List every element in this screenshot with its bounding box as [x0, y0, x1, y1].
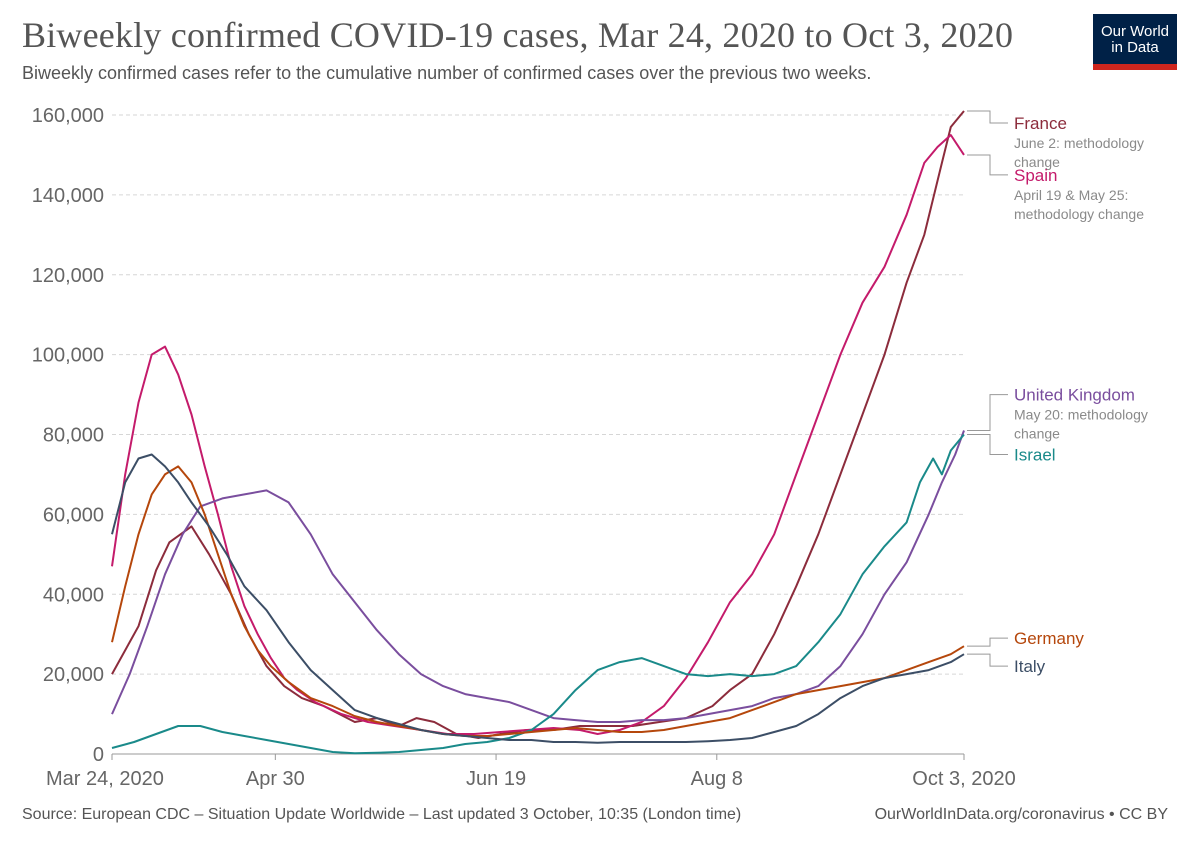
legend-connector-italy [967, 653, 1008, 667]
y-tick-label: 40,000 [43, 584, 104, 606]
legend-note-france: June 2: methodology [1014, 135, 1144, 151]
y-tick-label: 60,000 [43, 504, 104, 526]
y-tick-label: 120,000 [32, 265, 104, 287]
legend-label-spain[interactable]: Spain [1014, 166, 1057, 185]
legend-label-france[interactable]: France [1014, 114, 1067, 133]
series-line-france[interactable] [111, 110, 965, 739]
legend-note-spain: April 19 & May 25: [1014, 187, 1128, 203]
legend-label-italy[interactable]: Italy [1014, 657, 1046, 676]
y-tick-label: 100,000 [32, 345, 104, 367]
legend-connector-united-kingdom [967, 394, 1008, 432]
license-credit[interactable]: OurWorldInData.org/coronavirus • CC BY [874, 806, 1168, 823]
legend-connector-germany [967, 637, 1008, 647]
x-tick-label: Mar 24, 2020 [46, 768, 164, 790]
logo-line-2: in Data [1111, 39, 1159, 56]
series-line-israel[interactable] [111, 433, 965, 755]
source-note: Source: European CDC – Situation Update … [22, 806, 742, 823]
y-tick-label: 140,000 [32, 185, 104, 207]
x-tick-label: Jun 19 [466, 768, 526, 790]
legend-label-united-kingdom[interactable]: United Kingdom [1014, 386, 1135, 405]
legend-label-germany[interactable]: Germany [1014, 629, 1084, 648]
legend-connector-spain [967, 154, 1008, 176]
legend-connector-israel [967, 434, 1008, 455]
line-chart: 0 20,000 40,000 60,000 80,000 100,000 120,000 1… [32, 105, 1148, 790]
legend-note-france: change [1014, 154, 1060, 170]
legend-note-united-kingdom: change [1014, 426, 1060, 442]
y-tick-label: 0 [93, 744, 104, 766]
x-tick-label: Oct 3, 2020 [912, 768, 1015, 790]
legend-connector-france [967, 110, 1008, 124]
legend-note-spain: methodology change [1014, 206, 1144, 222]
y-tick-label: 80,000 [43, 425, 104, 447]
series-line-united-kingdom[interactable] [111, 430, 965, 723]
chart-title: Biweekly confirmed COVID-19 cases, Mar 2… [22, 15, 1014, 55]
legend-note-united-kingdom: May 20: methodology [1014, 407, 1148, 423]
series-line-spain[interactable] [111, 134, 965, 735]
logo-line-1: Our World [1100, 23, 1170, 40]
series-line-germany[interactable] [111, 465, 965, 737]
y-tick-label: 160,000 [32, 105, 104, 127]
x-tick-label: Aug 8 [691, 768, 743, 790]
legend-label-israel[interactable]: Israel [1014, 445, 1056, 464]
y-tick-label: 20,000 [43, 664, 104, 686]
chart-subtitle: Biweekly confirmed cases refer to the cu… [22, 63, 872, 83]
x-tick-label: Apr 30 [246, 768, 305, 790]
series-line-italy[interactable] [111, 453, 965, 744]
owid-logo[interactable]: Our World in Data [1093, 14, 1177, 70]
